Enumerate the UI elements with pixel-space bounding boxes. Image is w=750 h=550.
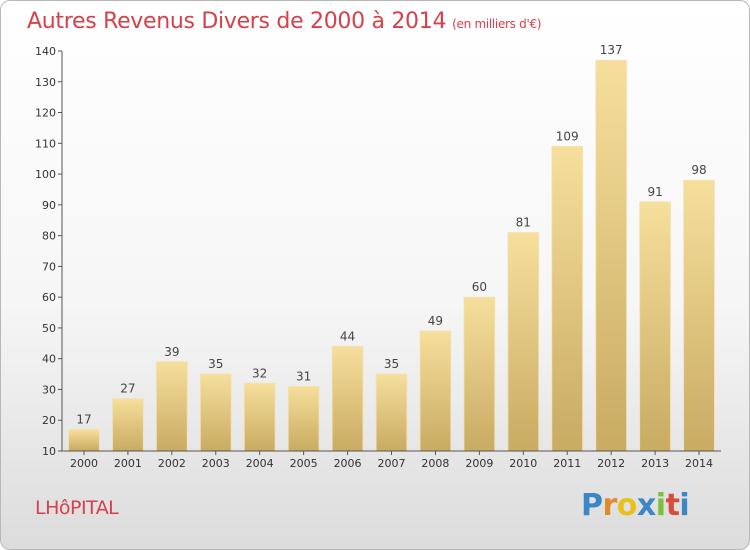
logo-letter: r <box>602 488 618 523</box>
y-tick-label: 120 <box>35 107 56 120</box>
x-tick-label: 2001 <box>114 457 142 470</box>
y-tick-label: 40 <box>42 353 56 366</box>
bar-2001 <box>112 398 144 452</box>
chart-title-text: Autres Revenus Divers de 2000 à 2014 <box>27 9 447 34</box>
y-tick-label: 110 <box>35 137 56 150</box>
x-tick-label: 2011 <box>553 457 581 470</box>
bar-2010 <box>507 232 540 452</box>
place-name: LHôPITAL <box>35 497 119 519</box>
bar-value-label: 60 <box>472 280 487 294</box>
x-tick-label: 2009 <box>465 457 493 470</box>
bar-value-label: 44 <box>340 329 355 343</box>
logo-letter: x <box>636 488 656 523</box>
bar-value-label: 98 <box>691 163 706 177</box>
y-tick-label: 80 <box>42 230 56 243</box>
y-tick-label: 130 <box>35 76 56 89</box>
x-tick-label: 2014 <box>685 457 713 470</box>
chart-title: Autres Revenus Divers de 2000 à 2014 (en … <box>27 9 541 34</box>
logo-letter: i <box>655 488 666 523</box>
x-tick-label: 2005 <box>290 457 318 470</box>
bar-value-label: 49 <box>428 314 443 328</box>
bar-value-label: 32 <box>252 366 267 380</box>
logo-letter: i <box>679 488 690 523</box>
x-tick-label: 2012 <box>597 457 625 470</box>
x-tick-label: 2003 <box>202 457 230 470</box>
bar-value-label: 109 <box>556 129 579 143</box>
x-tick-label: 2010 <box>509 457 537 470</box>
x-tick-label: 2002 <box>158 457 186 470</box>
bars-group: 17 27 39 35 32 31 44 35 49 60 81 109 137 91 98 <box>68 43 715 452</box>
bar-value-label: 137 <box>600 43 623 57</box>
x-tick-label: 2013 <box>641 457 669 470</box>
bar-2013 <box>639 201 671 452</box>
bar-2009 <box>463 296 496 452</box>
y-tick-label: 70 <box>42 260 56 273</box>
logo-letter: o <box>616 488 638 523</box>
y-tick-label: 60 <box>42 291 56 304</box>
bar-2011 <box>551 145 584 452</box>
bar-2003 <box>199 373 232 452</box>
x-axis: 2000 2001 2002 2003 2004 2005 2006 2007 2008 2009… <box>62 450 721 470</box>
x-tick-label: 2007 <box>378 457 406 470</box>
y-tick-label: 140 <box>35 45 56 58</box>
y-tick-label: 20 <box>42 414 56 427</box>
x-tick-label: 2004 <box>246 457 274 470</box>
bar-value-label: 27 <box>120 382 135 396</box>
logo-letter: P <box>581 488 603 523</box>
y-tick-label: 50 <box>42 322 56 335</box>
chart-subtitle: (en milliers d'€) <box>452 17 542 31</box>
bar-value-label: 17 <box>76 412 91 426</box>
bar-2007 <box>375 373 408 452</box>
bar-value-label: 35 <box>384 357 399 371</box>
x-tick-label: 2000 <box>70 457 98 470</box>
y-tick-label: 10 <box>42 445 56 458</box>
y-tick-label: 100 <box>35 168 56 181</box>
y-tick-label: 90 <box>42 199 56 212</box>
bar-2005 <box>287 385 320 452</box>
bar-2000 <box>68 429 100 452</box>
bar-value-label: 91 <box>647 185 662 199</box>
x-tick-label: 2008 <box>421 457 449 470</box>
logo-letter: t <box>665 488 680 523</box>
bar-2014 <box>683 179 715 452</box>
x-tick-label: 2006 <box>334 457 362 470</box>
bar-2008 <box>419 330 452 452</box>
bar-2002 <box>156 361 188 452</box>
proxiti-logo: Proxiti <box>581 488 690 523</box>
y-tick-label: 30 <box>42 383 56 396</box>
bar-value-label: 81 <box>516 216 531 230</box>
bar-value-label: 39 <box>164 345 179 359</box>
bar-2004 <box>243 382 276 452</box>
bar-value-label: 35 <box>208 357 223 371</box>
bar-value-label: 31 <box>296 369 311 383</box>
bar-2012 <box>595 59 627 452</box>
y-axis: 10 20 30 40 50 60 70 80 90 100 110 120 130 140 <box>35 45 63 458</box>
bar-2006 <box>331 345 364 452</box>
